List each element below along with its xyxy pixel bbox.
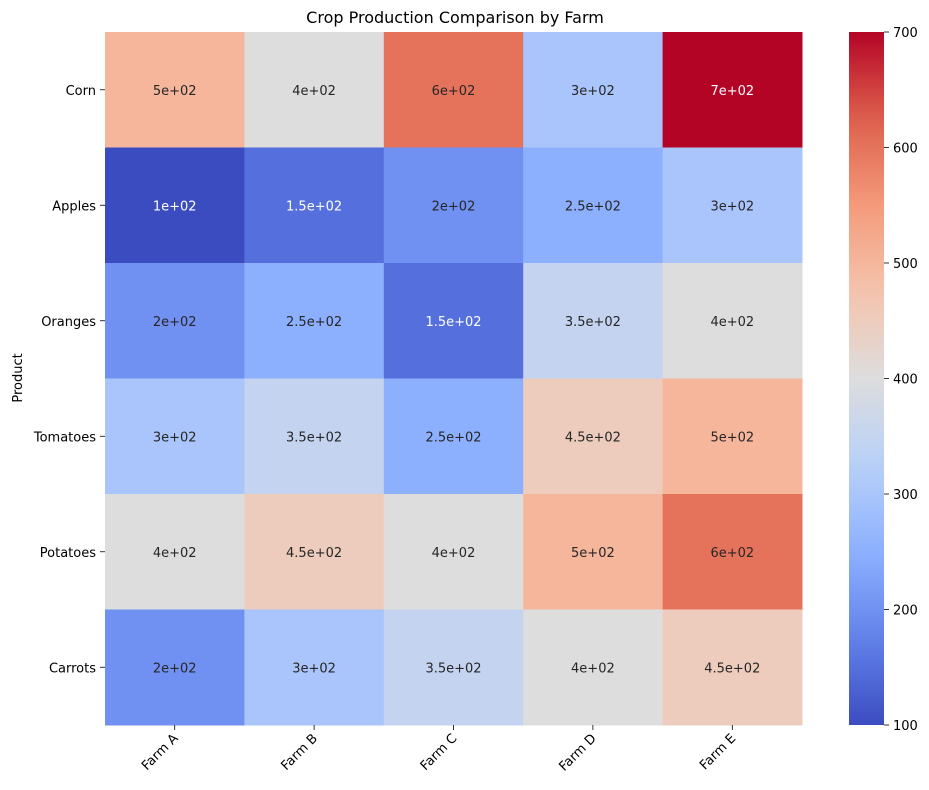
y-tick-label: Corn	[66, 84, 96, 99]
cell-value-label: 1.5e+02	[425, 315, 481, 330]
cell-value-label: 3e+02	[153, 430, 197, 445]
colorbar-tick-label: 100	[893, 719, 918, 734]
cell-value-label: 2.5e+02	[425, 430, 481, 445]
colorbar-tick-label: 600	[893, 142, 918, 157]
heatmap-cell	[105, 494, 245, 610]
cell-value-label: 4e+02	[292, 84, 336, 99]
cell-value-label: 4e+02	[710, 315, 754, 330]
cell-value-label: 2.5e+02	[286, 315, 342, 330]
cell-value-label: 2.5e+02	[565, 199, 621, 214]
cell-value-label: 2e+02	[153, 315, 197, 330]
colorbar-tick-label: 700	[893, 26, 918, 41]
x-tick-label: Farm A	[139, 731, 182, 774]
x-tick-label: Farm E	[697, 731, 739, 773]
heatmap-cell	[662, 32, 803, 148]
colorbar-tick-label: 200	[893, 604, 918, 619]
heatmap-cell	[662, 147, 803, 264]
cell-value-label: 3e+02	[710, 199, 754, 214]
y-axis-label: Product	[11, 353, 26, 402]
y-tick-label: Carrots	[49, 661, 96, 676]
cell-value-label: 1.5e+02	[286, 199, 342, 214]
cell-value-label: 3.5e+02	[425, 661, 481, 676]
heatmap-cell	[523, 147, 664, 264]
x-tick-labels: Farm A Farm B Farm C Farm D Farm E	[139, 725, 739, 774]
cell-value-label: 4.5e+02	[286, 546, 342, 561]
cell-value-label: 3e+02	[571, 84, 615, 99]
heatmap-cell	[523, 32, 664, 148]
cell-value-label: 1e+02	[153, 199, 197, 214]
cell-value-label: 6e+02	[710, 546, 754, 561]
cell-value-label: 4.5e+02	[704, 661, 760, 676]
heatmap-cell	[383, 494, 524, 610]
heatmap-cell	[662, 494, 803, 610]
y-tick-label: Tomatoes	[33, 430, 96, 445]
heatmap-cell	[105, 609, 245, 726]
heatmap-cell	[523, 609, 664, 726]
heatmap-cell	[383, 32, 524, 148]
cell-value-label: 4e+02	[571, 661, 615, 676]
cell-value-label: 3.5e+02	[286, 430, 342, 445]
cell-value-label: 4e+02	[153, 546, 197, 561]
cell-value-label: 3e+02	[292, 661, 336, 676]
cell-value-label: 5e+02	[710, 430, 754, 445]
x-tick-label: Farm B	[278, 731, 320, 773]
heatmap-cell	[105, 263, 245, 379]
cell-value-label: 4.5e+02	[565, 430, 621, 445]
chart-title: Crop Production Comparison by Farm	[306, 8, 604, 27]
cell-value-label: 4e+02	[432, 546, 476, 561]
heatmap-cell	[662, 609, 803, 726]
heatmap-cell	[662, 263, 803, 379]
cell-value-label: 5e+02	[153, 84, 197, 99]
heatmap-cell	[105, 378, 245, 495]
colorbar-tick-label: 400	[893, 373, 918, 388]
cell-value-label: 6e+02	[432, 84, 476, 99]
heatmap-cell	[105, 32, 245, 148]
y-tick-label: Oranges	[41, 315, 96, 330]
cell-value-label: 2e+02	[153, 661, 197, 676]
heatmap-cell	[523, 494, 664, 610]
x-tick-label: Farm C	[418, 731, 461, 774]
heatmap-cell	[244, 378, 385, 495]
colorbar	[849, 32, 884, 725]
y-tick-label: Apples	[52, 199, 96, 214]
cell-value-label: 5e+02	[571, 546, 615, 561]
heatmap-cell	[244, 609, 385, 726]
x-tick-label: Farm D	[556, 731, 599, 774]
heatmap-cell	[244, 32, 385, 148]
heatmap-cell	[244, 263, 385, 379]
heatmap-cell	[523, 378, 664, 495]
heatmap-cell	[383, 147, 524, 264]
heatmap-cells: 5e+02 4e+02 6e+02 3e+02 7e+02 1e+02 1.5e+02 2e+…	[105, 32, 803, 726]
y-tick-labels: Corn Apples Oranges Tomatoes Potatoes Carrots	[33, 84, 105, 676]
heatmap-cell	[383, 378, 524, 495]
cell-value-label: 2e+02	[432, 199, 476, 214]
cell-value-label: 3.5e+02	[565, 315, 621, 330]
heatmap-cell	[105, 147, 245, 264]
heatmap-cell	[383, 609, 524, 726]
heatmap-cell	[244, 494, 385, 610]
heatmap-cell	[662, 378, 803, 495]
colorbar-ticks: 100 200 300 400 500 600 700	[884, 26, 918, 734]
heatmap-cell	[523, 263, 664, 379]
heatmap-cell	[244, 147, 385, 264]
colorbar-tick-label: 500	[893, 257, 918, 272]
y-tick-label: Potatoes	[40, 546, 96, 561]
cell-value-label: 7e+02	[710, 84, 754, 99]
colorbar-tick-label: 300	[893, 488, 918, 503]
heatmap-cell	[383, 263, 524, 379]
